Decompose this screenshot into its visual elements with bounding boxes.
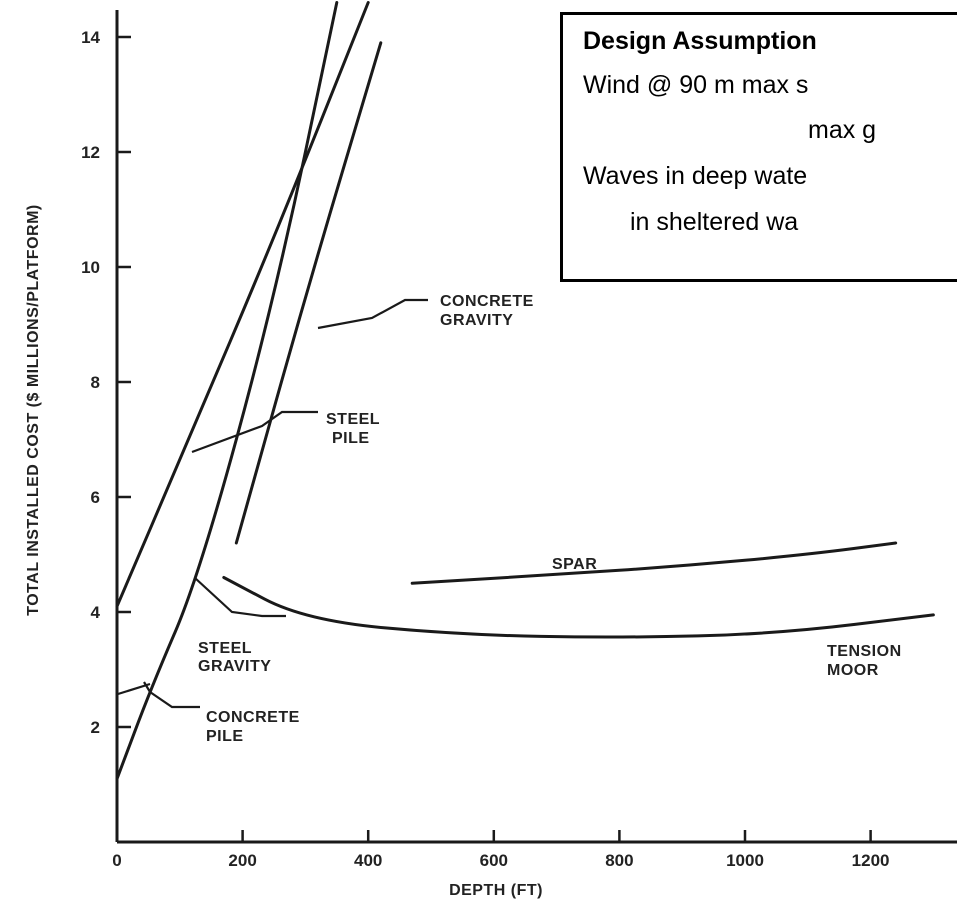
label-spar: SPAR bbox=[552, 556, 597, 573]
axes bbox=[115, 10, 957, 844]
y-tick-label: 10 bbox=[81, 258, 100, 277]
y-tick-label: 8 bbox=[91, 373, 100, 392]
axis-ticks bbox=[115, 35, 872, 842]
y-tick-label: 6 bbox=[91, 488, 100, 507]
series-line-concrete-gravity bbox=[234, 41, 383, 545]
x-axis-title: DEPTH (FT) bbox=[449, 882, 543, 899]
axis-tick-labels: 0 200 400 600 800 1000 1200 2 4 6 8 10 12 14 bbox=[81, 28, 889, 870]
series-line-spar bbox=[410, 541, 898, 585]
series-line-steel-pile bbox=[115, 1, 370, 608]
series-line-concrete-pile bbox=[115, 1, 339, 781]
x-tick-label: 400 bbox=[354, 851, 382, 870]
label-steel-gravity: STEEL GRAVITY bbox=[198, 640, 271, 675]
leader-steel-pile bbox=[191, 410, 318, 454]
x-tick-label: 1000 bbox=[726, 851, 764, 870]
leader-concrete-gravity bbox=[317, 298, 428, 330]
y-axis-title: TOTAL INSTALLED COST ($ MILLIONS/PLATFOR… bbox=[25, 204, 42, 616]
annotation-leaders bbox=[117, 298, 428, 709]
leader-concrete-pile bbox=[117, 682, 151, 696]
label-tension-moor: TENSION MOOR bbox=[827, 643, 907, 679]
design-assumptions-title: Design Assumption bbox=[583, 27, 817, 55]
assumption-line-gust: max g bbox=[808, 116, 877, 144]
y-tick-label: 12 bbox=[81, 143, 100, 162]
y-tick-label: 2 bbox=[91, 718, 100, 737]
y-tick-label: 4 bbox=[91, 603, 101, 622]
x-tick-label: 1200 bbox=[852, 851, 890, 870]
leader-steel-gravity bbox=[194, 577, 286, 618]
cost-curves bbox=[115, 1, 935, 781]
x-tick-label: 0 bbox=[112, 851, 121, 870]
assumption-line-waves-deep: Waves in deep wate bbox=[583, 162, 808, 190]
x-tick-label: 200 bbox=[228, 851, 256, 870]
design-assumptions-box: Design Assumption Wind @ 90 m max s max … bbox=[560, 12, 957, 282]
assumption-line-wind: Wind @ 90 m max s bbox=[583, 71, 809, 99]
y-tick-label: 14 bbox=[81, 28, 100, 47]
x-tick-label: 800 bbox=[605, 851, 633, 870]
leader-concrete-pile-lower bbox=[143, 681, 200, 709]
label-concrete-pile: CONCRETE PILE bbox=[206, 709, 305, 745]
label-concrete-gravity: CONCRETE GRAVITY bbox=[440, 293, 539, 329]
series-line-steel-gravity bbox=[222, 576, 935, 639]
x-tick-label: 600 bbox=[480, 851, 508, 870]
assumption-line-sheltered: in sheltered wa bbox=[630, 208, 799, 236]
label-steel-pile: STEEL PILE bbox=[326, 411, 385, 447]
